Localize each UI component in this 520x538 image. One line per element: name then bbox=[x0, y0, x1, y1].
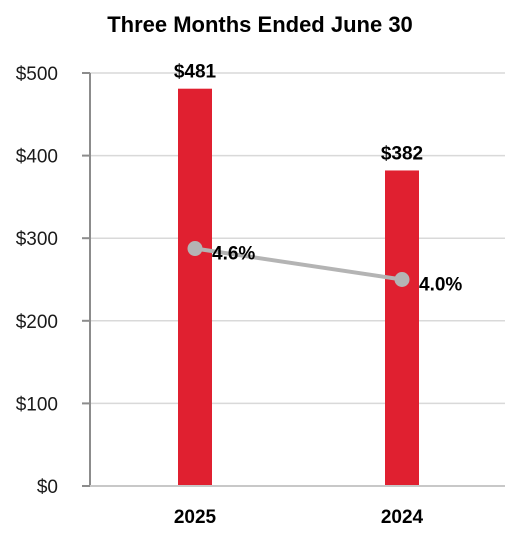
line-point bbox=[187, 241, 203, 257]
chart-title: Three Months Ended June 30 bbox=[107, 12, 413, 37]
bar bbox=[178, 88, 212, 486]
line-series bbox=[194, 246, 403, 282]
bar-value-label: $481 bbox=[174, 62, 217, 83]
x-tick-label: 2024 bbox=[381, 507, 424, 528]
y-tick-label: $200 bbox=[16, 312, 58, 333]
line-value-label: 4.6% bbox=[212, 244, 255, 265]
bars: $481 $382 bbox=[174, 62, 423, 486]
y-tick-label: $300 bbox=[16, 229, 58, 250]
line-value-label: 4.0% bbox=[419, 275, 462, 296]
y-tick-label: $400 bbox=[16, 147, 58, 168]
bar-value-label: $382 bbox=[381, 143, 423, 164]
y-tick-label: $100 bbox=[16, 394, 58, 415]
gridlines bbox=[90, 72, 505, 405]
line-point bbox=[394, 272, 410, 287]
bar bbox=[385, 170, 419, 486]
rate-line: 4.6% 4.0% bbox=[187, 241, 462, 296]
x-tick-label: 2025 bbox=[174, 507, 217, 528]
x-axis: 2025 2024 bbox=[90, 485, 505, 528]
y-axis: $0 $100 $200 $300 $400 $500 bbox=[16, 64, 91, 498]
y-tick-label: $0 bbox=[37, 477, 58, 498]
y-tick-label: $500 bbox=[16, 64, 58, 85]
